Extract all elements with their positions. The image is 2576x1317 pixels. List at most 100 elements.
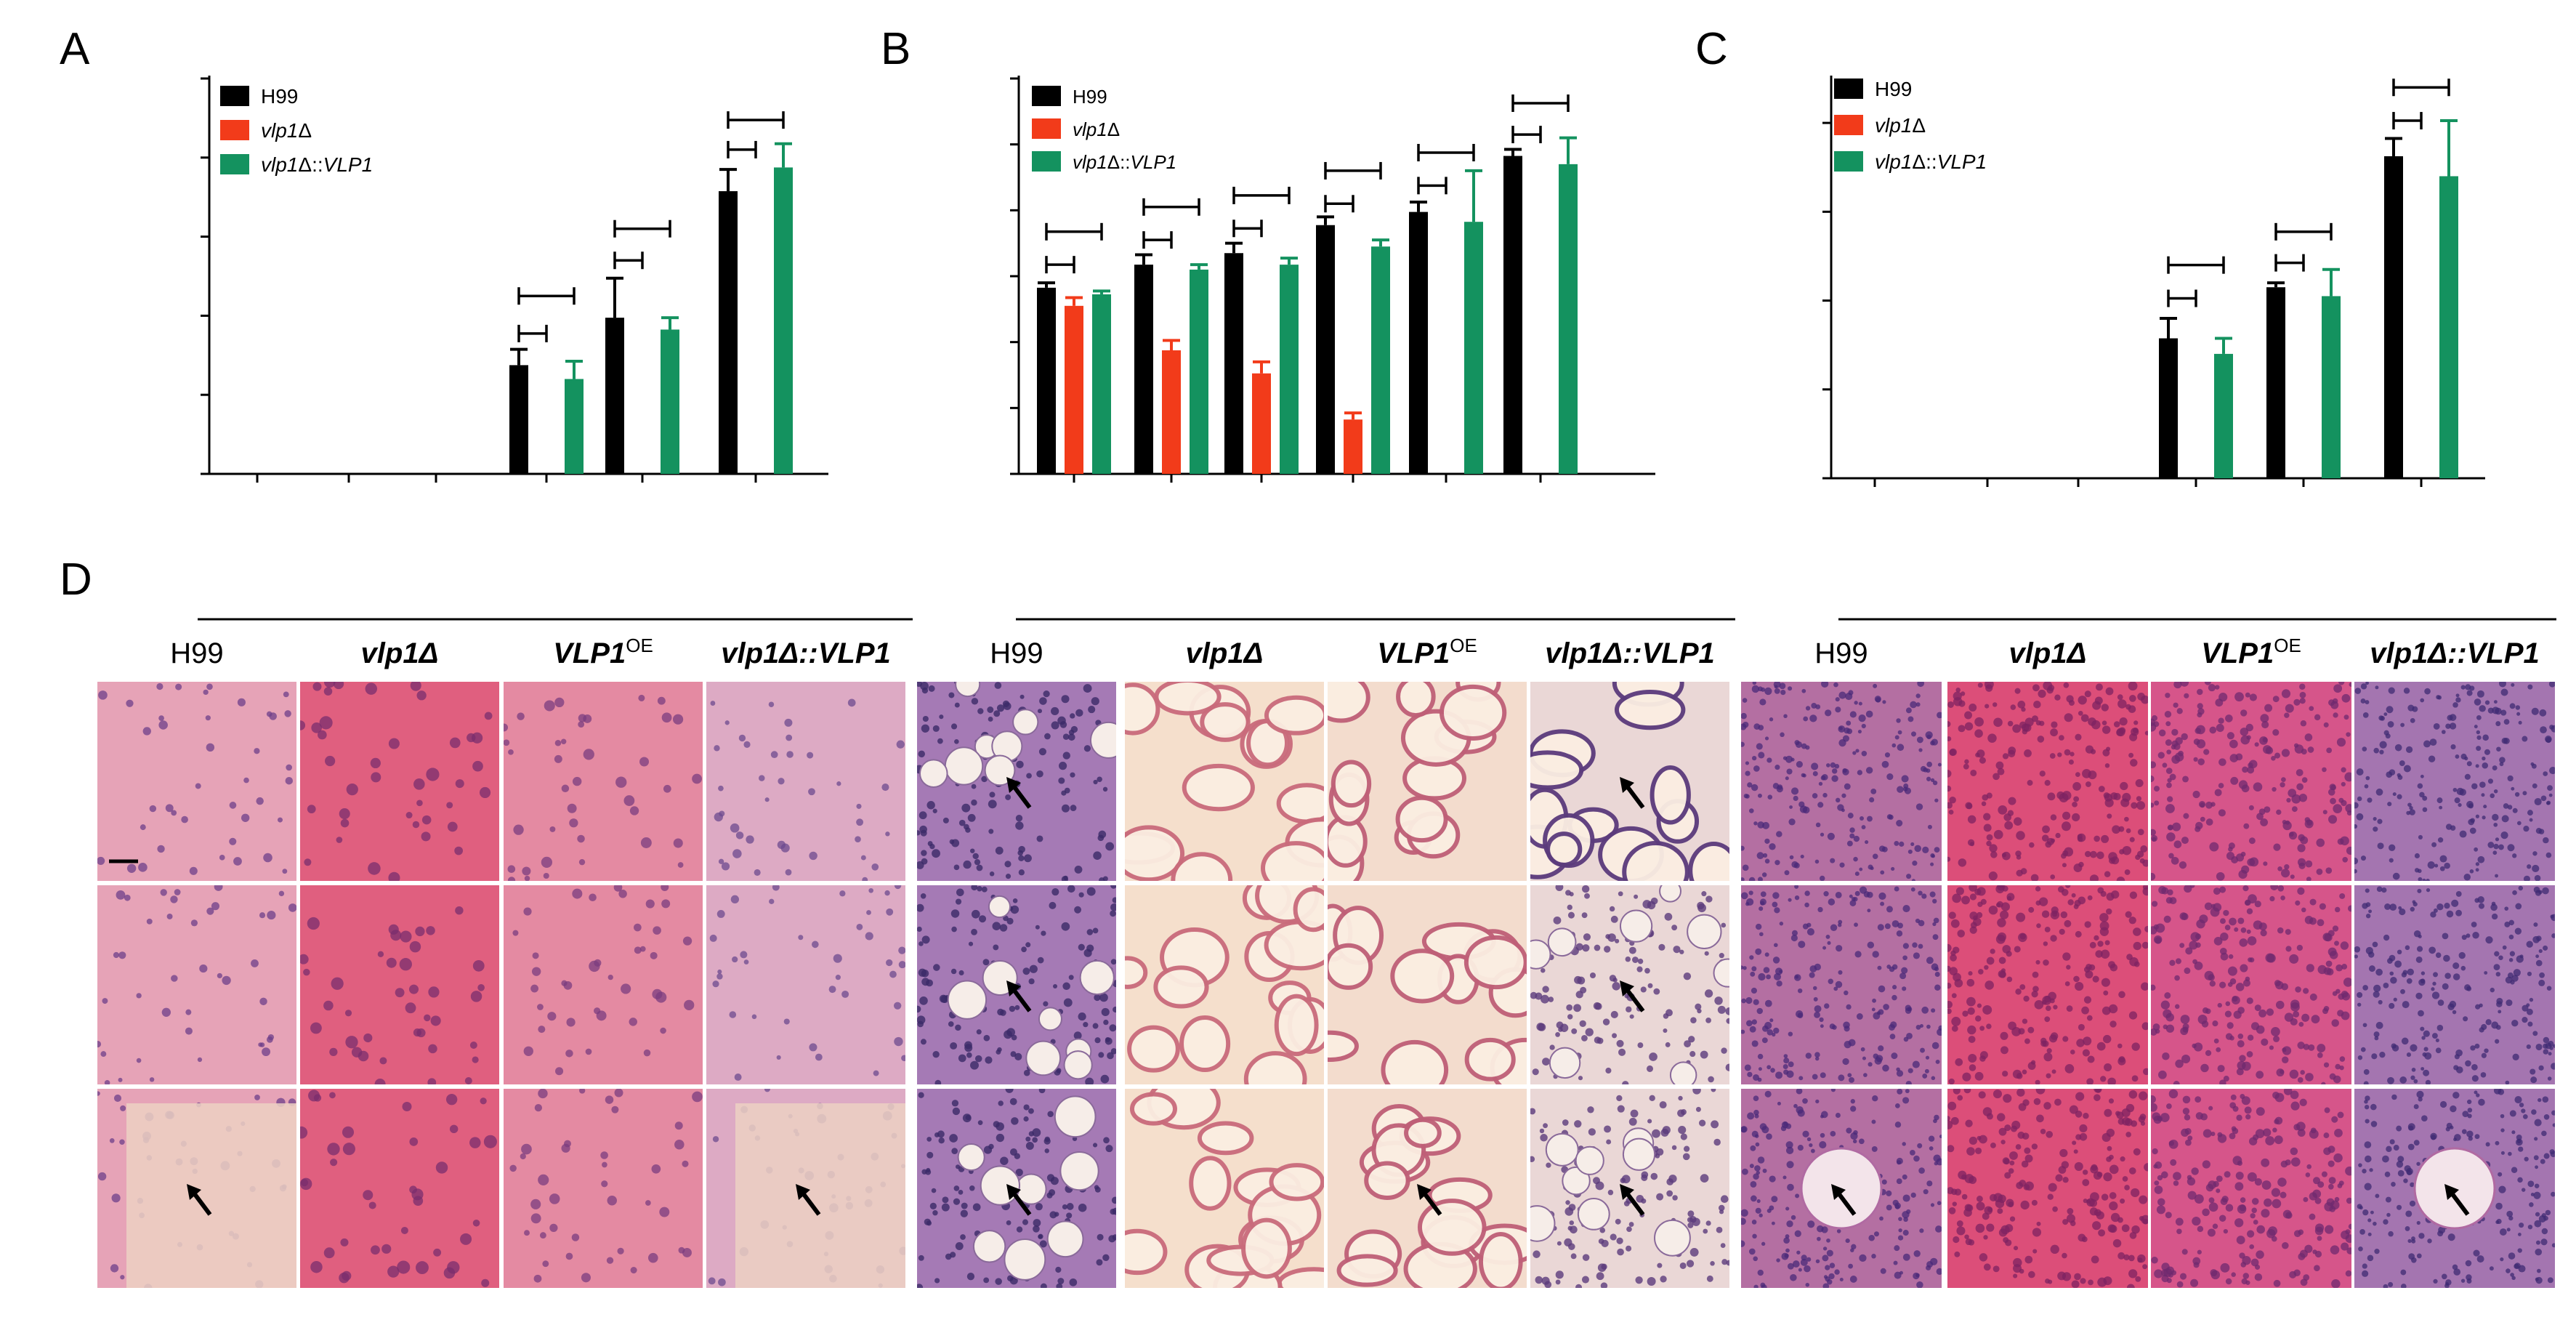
cell-nucleus	[780, 843, 790, 853]
cell-nucleus	[2204, 902, 2213, 911]
cell-nucleus	[2522, 1016, 2528, 1023]
cell-nucleus	[1879, 1216, 1883, 1221]
cell-nucleus	[1953, 697, 1963, 706]
cell-nucleus	[2224, 1010, 2232, 1018]
cell-nucleus	[2500, 831, 2508, 839]
cell-nucleus	[2122, 845, 2132, 855]
cell-nucleus	[886, 959, 893, 967]
cell-nucleus	[1741, 845, 1745, 851]
arrow-head	[187, 1184, 201, 1200]
cell-nucleus	[2272, 1127, 2277, 1133]
cell-nucleus	[469, 1042, 477, 1050]
cell-nucleus	[2474, 1043, 2480, 1049]
cell-nucleus	[1020, 694, 1025, 699]
cell-nucleus	[2535, 1240, 2540, 1245]
cell-nucleus	[149, 1077, 155, 1082]
cell-nucleus	[2089, 1192, 2099, 1202]
cell-nucleus	[709, 934, 717, 942]
cell-nucleus	[2173, 1172, 2181, 1180]
cell-nucleus	[2116, 1111, 2124, 1119]
cell-nucleus	[1956, 1220, 1963, 1227]
cell-nucleus	[2183, 813, 2189, 819]
cell-nucleus	[1814, 859, 1820, 864]
cell-nucleus	[2046, 1131, 2054, 1138]
cell-nucleus	[581, 1273, 591, 1283]
cell-nucleus	[2002, 753, 2009, 760]
cell-nucleus	[1695, 1003, 1702, 1010]
cell-nucleus	[1891, 743, 1897, 748]
cell-nucleus	[2276, 1000, 2285, 1010]
cell-nucleus	[259, 997, 267, 1006]
cell-nucleus	[918, 968, 927, 977]
cell-nucleus	[2008, 749, 2016, 757]
cell-nucleus	[929, 1202, 937, 1209]
cell-nucleus	[1861, 825, 1866, 830]
cell-nucleus	[2050, 874, 2056, 879]
cell-nucleus	[2014, 946, 2021, 953]
cell-nucleus	[2539, 709, 2547, 717]
cell-nucleus	[2226, 852, 2234, 861]
cell-nucleus	[206, 683, 213, 690]
cell-nucleus	[1947, 770, 1952, 778]
cell-nucleus	[2495, 1025, 2501, 1030]
cell-nucleus	[2354, 688, 2362, 694]
cell-nucleus	[427, 1078, 437, 1084]
cell-nucleus	[2256, 1225, 2265, 1234]
cell-nucleus	[2436, 695, 2441, 700]
cell-nucleus	[1092, 927, 1099, 934]
cell-nucleus	[2517, 1248, 2522, 1253]
cell-nucleus	[2151, 802, 2155, 808]
cell-nucleus	[2452, 973, 2460, 980]
cell-nucleus	[259, 912, 266, 919]
cell-nucleus	[1905, 1081, 1912, 1084]
cell-nucleus	[2018, 1028, 2025, 1035]
cell-nucleus	[2046, 1005, 2051, 1012]
cell-nucleus	[2516, 1135, 2522, 1140]
cell-nucleus	[2495, 721, 2501, 727]
cell-nucleus	[1016, 1226, 1023, 1233]
cell-nucleus	[2133, 927, 2141, 936]
cell-nucleus	[1706, 1275, 1713, 1282]
cell-nucleus	[1896, 1067, 1900, 1072]
cell-nucleus	[1622, 1081, 1629, 1084]
cell-nucleus	[1955, 887, 1964, 895]
cell-nucleus	[1896, 1157, 1903, 1165]
cell-nucleus	[1802, 923, 1809, 930]
cell-nucleus	[1067, 733, 1075, 741]
cell-nucleus	[1051, 706, 1059, 716]
cell-nucleus	[917, 926, 922, 933]
cell-nucleus	[2141, 695, 2148, 704]
cell-nucleus	[402, 1101, 412, 1112]
cell-nucleus	[2344, 772, 2351, 782]
cell-nucleus	[1954, 978, 1963, 988]
cell-nucleus	[932, 849, 940, 858]
cell-nucleus	[1056, 1283, 1063, 1288]
cell-nucleus	[300, 720, 306, 730]
cell-nucleus	[2379, 741, 2387, 749]
cell-nucleus	[2254, 1177, 2263, 1186]
cell-nucleus	[2467, 1108, 2473, 1113]
cell-nucleus	[2152, 1148, 2158, 1155]
cell-nucleus	[1873, 683, 1878, 688]
cell-nucleus	[1018, 845, 1025, 853]
cell-nucleus	[1649, 1095, 1655, 1102]
cell-nucleus	[2376, 886, 2383, 893]
cell-nucleus	[2072, 813, 2080, 822]
cell-nucleus	[1986, 956, 1995, 965]
cell-nucleus	[1923, 1189, 1929, 1195]
cell-nucleus	[1710, 1261, 1715, 1266]
cell-nucleus	[523, 907, 532, 916]
cell-nucleus	[1849, 894, 1853, 898]
cell-nucleus	[433, 1248, 442, 1257]
cell-nucleus	[1822, 1254, 1829, 1262]
cell-nucleus	[2237, 1007, 2245, 1014]
cell-nucleus	[1957, 930, 1966, 938]
alveolus	[1404, 1117, 1442, 1148]
cell-nucleus	[2365, 1095, 2370, 1101]
cell-nucleus	[2108, 1098, 2115, 1104]
cell-nucleus	[988, 1143, 994, 1150]
cell-nucleus	[2485, 1019, 2492, 1026]
cell-nucleus	[1800, 1258, 1808, 1266]
cell-nucleus	[2481, 1023, 2487, 1031]
cell-nucleus	[2170, 1159, 2177, 1166]
